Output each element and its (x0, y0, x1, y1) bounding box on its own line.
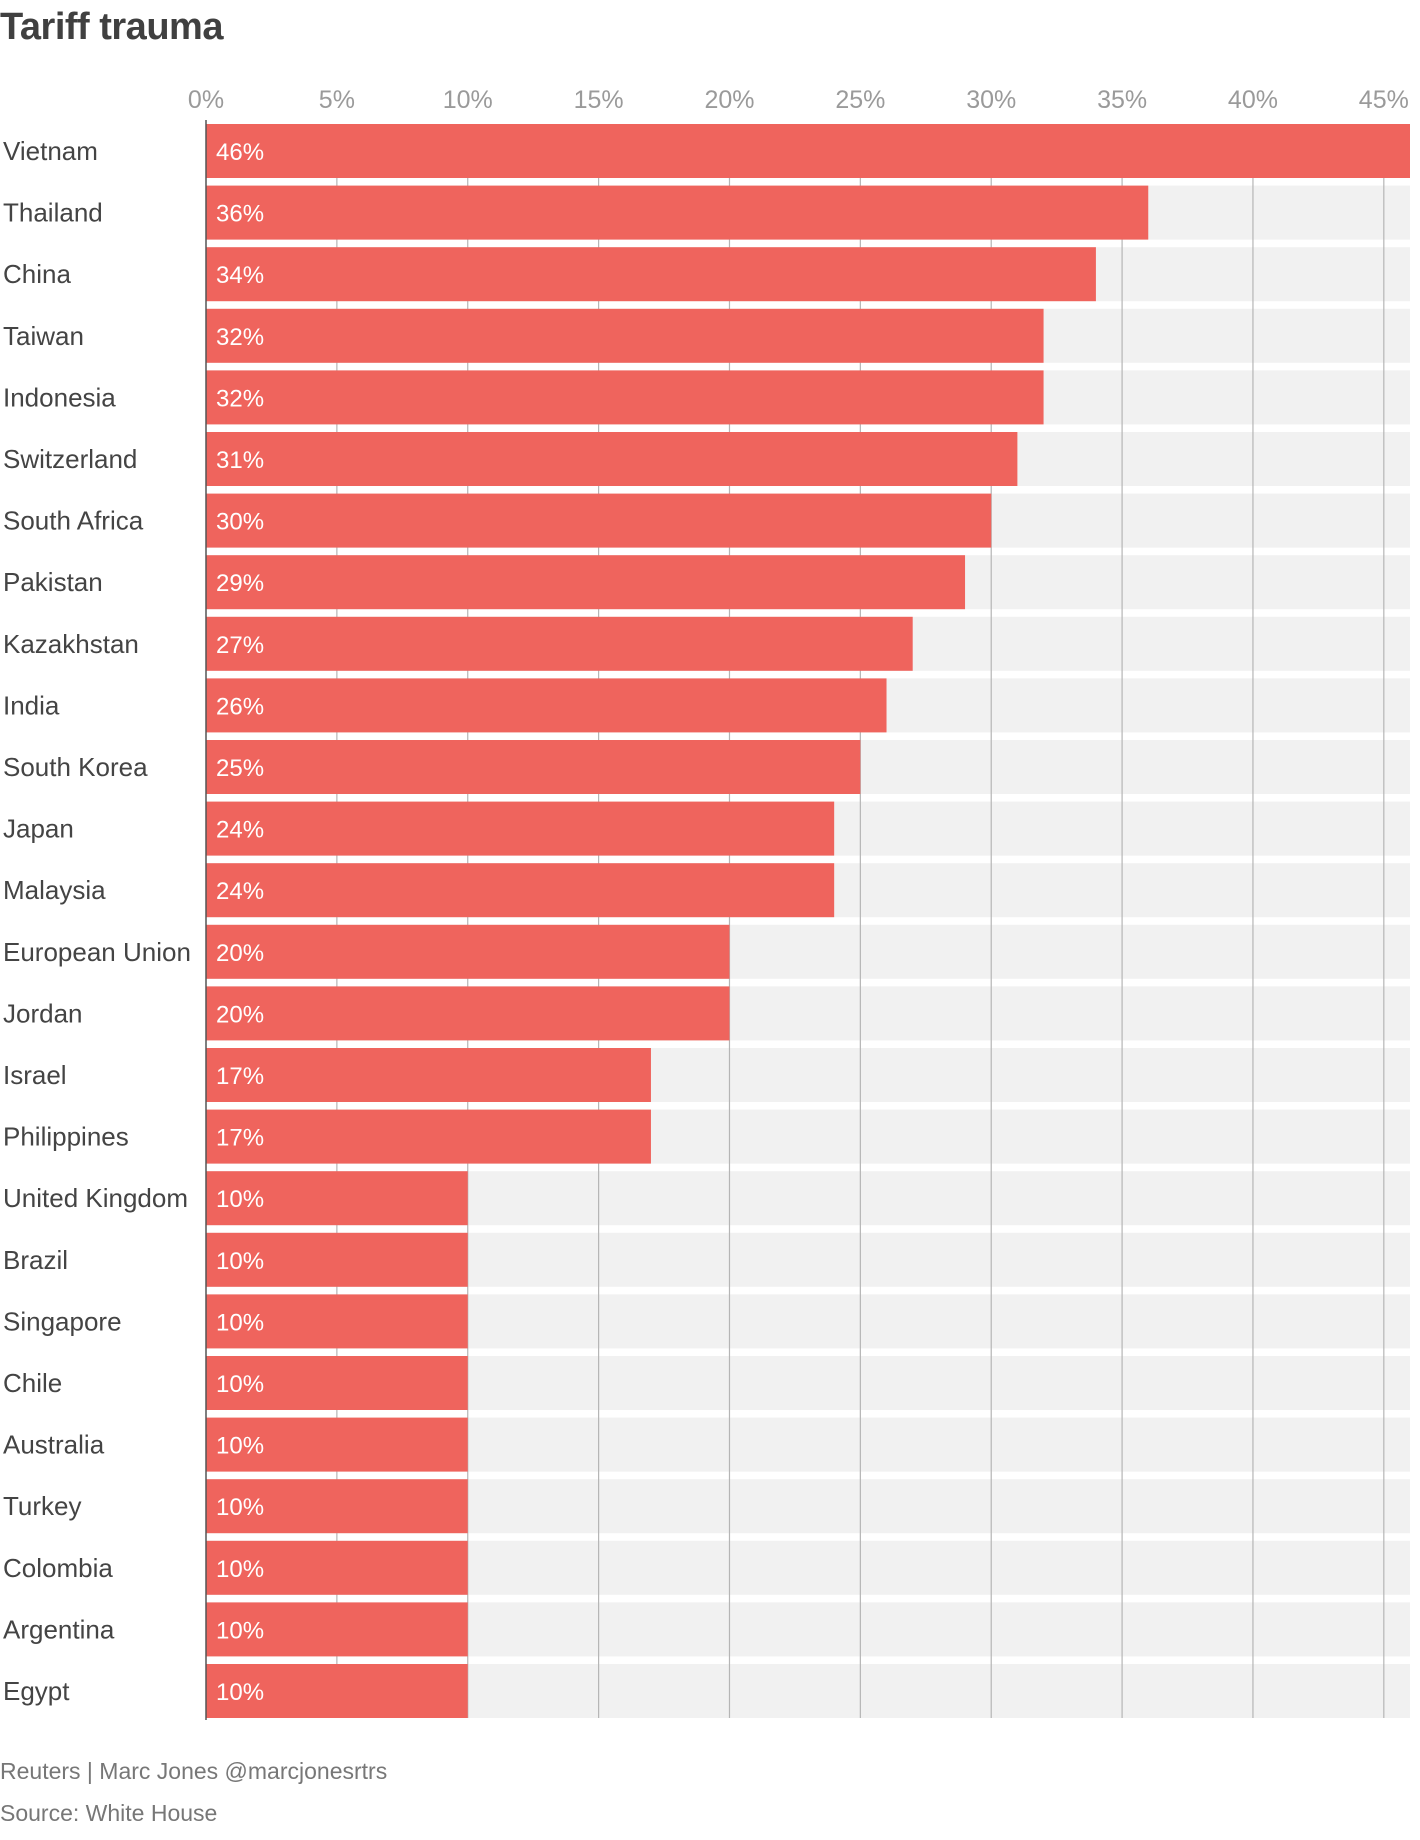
bar (206, 1664, 468, 1718)
bar (206, 1540, 468, 1595)
bar (206, 370, 1044, 425)
bar (206, 863, 835, 918)
category-label: Switzerland (3, 444, 137, 474)
x-tick-label: 40% (1228, 86, 1278, 114)
footer-source: Source: White House (0, 1800, 218, 1826)
data-label: 34% (216, 262, 264, 289)
category-label: Brazil (3, 1245, 68, 1275)
x-tick-label: 10% (443, 86, 493, 114)
data-label: 10% (216, 1617, 264, 1644)
category-label: Philippines (3, 1122, 129, 1152)
data-label: 24% (216, 878, 264, 905)
bar (206, 1232, 468, 1287)
category-labels: Vietnam Thailand China Taiwan Indonesia Switz… (3, 136, 191, 1706)
bar (206, 1109, 651, 1164)
x-tick-label: 35% (1097, 86, 1147, 114)
data-label: 24% (216, 817, 264, 844)
bar (206, 247, 1096, 302)
bar (206, 493, 992, 548)
category-label: Chile (3, 1368, 62, 1398)
data-label: 27% (216, 632, 264, 659)
category-label: Colombia (3, 1553, 113, 1583)
data-label: 10% (216, 1186, 264, 1213)
data-label: 26% (216, 693, 264, 720)
x-tick-label: 45% (1359, 86, 1409, 114)
bar (206, 1294, 468, 1349)
data-label: 30% (216, 509, 264, 536)
x-tick-label: 15% (574, 86, 624, 114)
bars (206, 124, 1410, 1718)
value-labels: 46% 36% 34% 32% 32% 31% 30% 29% 27% 26% 25% 24% 24% 2… (216, 139, 264, 1706)
category-label: Israel (3, 1060, 67, 1090)
data-label: 10% (216, 1494, 264, 1521)
category-label: United Kingdom (3, 1183, 188, 1213)
bar (206, 924, 730, 979)
bar (206, 1171, 468, 1226)
category-label: Argentina (3, 1614, 115, 1644)
category-label: Jordan (3, 998, 83, 1028)
bar (206, 308, 1044, 363)
x-tick-label: 30% (966, 86, 1016, 114)
data-label: 10% (216, 1679, 264, 1706)
bar (206, 1479, 468, 1534)
data-label: 31% (216, 447, 264, 474)
bar (206, 185, 1149, 240)
data-label: 10% (216, 1556, 264, 1583)
data-label: 10% (216, 1309, 264, 1336)
x-tick-label: 5% (319, 86, 355, 114)
data-label: 25% (216, 755, 264, 782)
x-tick-label: 0% (188, 86, 224, 114)
category-label: India (3, 690, 60, 720)
category-label: South Korea (3, 752, 148, 782)
data-label: 10% (216, 1248, 264, 1275)
bar (206, 801, 835, 856)
bar (206, 1048, 651, 1102)
category-label: European Union (3, 937, 191, 967)
data-label: 10% (216, 1433, 264, 1460)
category-label: South Africa (3, 506, 144, 536)
bar (206, 616, 913, 671)
x-axis-ticks: 0% 5% 10% 15% 20% 25% 30% 35% 40% 45% (188, 86, 1409, 114)
data-label: 46% (216, 139, 264, 166)
data-label: 36% (216, 201, 264, 228)
category-label: Egypt (3, 1676, 70, 1706)
data-label: 10% (216, 1371, 264, 1398)
category-label: Australia (3, 1430, 105, 1460)
data-label: 32% (216, 385, 264, 412)
chart-title: Tariff trauma (0, 6, 223, 48)
category-label: Japan (3, 814, 74, 844)
data-label: 20% (216, 1001, 264, 1028)
category-label: Thailand (3, 198, 103, 228)
bar-chart: 0% 5% 10% 15% 20% 25% 30% 35% 40% 45% Vietnam Thai… (3, 86, 1410, 1720)
bar-tracks (206, 124, 1410, 1718)
gridlines (336, 124, 1385, 1718)
x-tick-label: 25% (835, 86, 885, 114)
data-label: 32% (216, 324, 264, 351)
bar (206, 678, 887, 733)
bar (206, 555, 966, 610)
category-label: Turkey (3, 1491, 82, 1521)
footer-credit: Reuters | Marc Jones @marcjonesrtrs (0, 1758, 388, 1784)
category-label: Singapore (3, 1306, 122, 1336)
bar (206, 432, 1018, 486)
category-label: Taiwan (3, 321, 84, 351)
bar (206, 740, 861, 794)
category-label: Malaysia (3, 875, 106, 905)
data-label: 17% (216, 1125, 264, 1152)
x-tick-label: 20% (704, 86, 754, 114)
bar (206, 1602, 468, 1657)
category-label: Kazakhstan (3, 629, 139, 659)
category-label: Indonesia (3, 382, 116, 412)
category-label: Pakistan (3, 567, 103, 597)
data-label: 20% (216, 940, 264, 967)
bar (206, 1356, 468, 1410)
data-label: 17% (216, 1063, 264, 1090)
bar (206, 986, 730, 1041)
category-label: China (3, 259, 71, 289)
data-label: 29% (216, 570, 264, 597)
bar (206, 124, 1410, 178)
category-label: Vietnam (3, 136, 98, 166)
bar (206, 1417, 468, 1472)
